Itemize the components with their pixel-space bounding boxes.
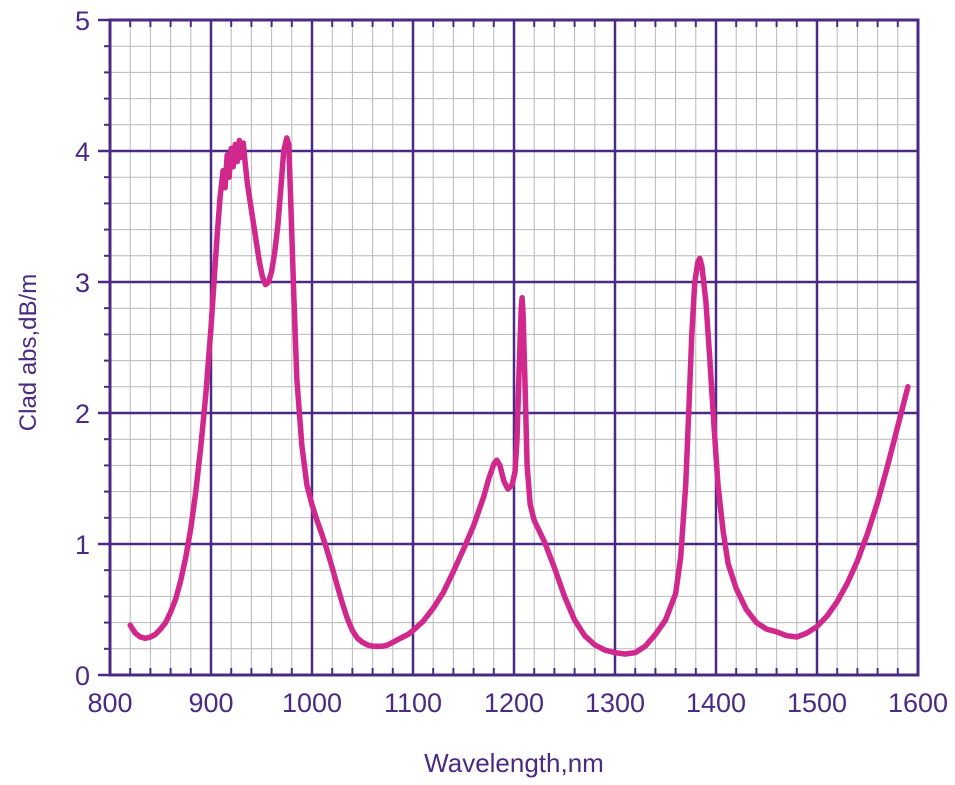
y-tick-label: 0 xyxy=(75,661,90,691)
y-tick-label: 5 xyxy=(75,6,90,36)
y-tick-label: 1 xyxy=(75,530,90,560)
y-tick-label: 3 xyxy=(75,268,90,298)
major-grid xyxy=(110,20,918,675)
x-tick-labels: 800 900 1000 1100 1200 1300 1400 1500 1600 xyxy=(87,688,948,718)
x-tick-label: 1400 xyxy=(686,688,746,718)
series-layer xyxy=(127,135,911,657)
plot-frame xyxy=(108,18,920,677)
x-tick-label: 900 xyxy=(188,688,233,718)
x-axis-label: Wavelength,nm xyxy=(424,748,604,778)
x-tick-label: 1200 xyxy=(484,688,544,718)
x-tick-label: 1600 xyxy=(888,688,948,718)
x-tick-label: 1100 xyxy=(384,688,442,718)
x-tick-label: 1000 xyxy=(282,688,342,718)
y-tick-label: 2 xyxy=(75,399,90,429)
axis-ticks xyxy=(98,18,899,677)
y-tick-label: 4 xyxy=(75,137,90,167)
series-line xyxy=(127,135,911,657)
y-tick-labels: 0 1 2 3 4 5 xyxy=(75,6,90,691)
x-tick-label: 1500 xyxy=(787,688,847,718)
x-tick-label: 1300 xyxy=(585,688,645,718)
y-axis-label: Clad abs,dB/m xyxy=(15,274,42,431)
x-tick-label: 800 xyxy=(87,688,132,718)
